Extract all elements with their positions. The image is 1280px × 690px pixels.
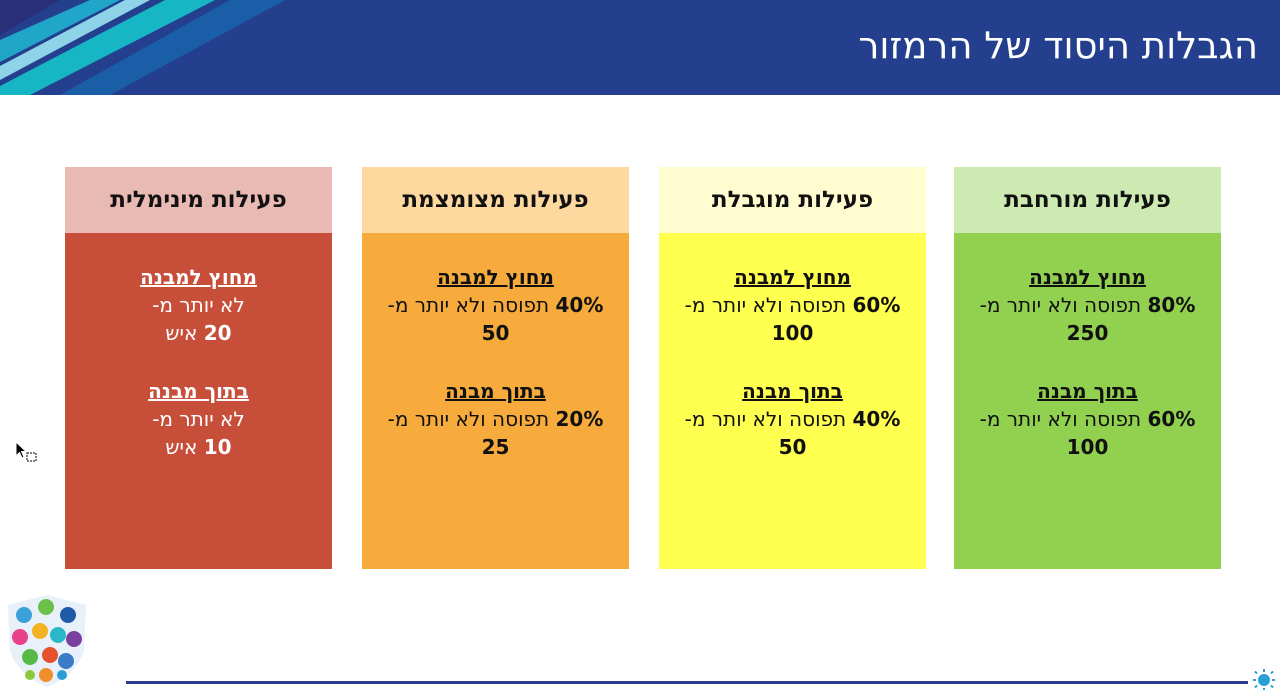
- hands-shield-logo-icon: [8, 595, 86, 687]
- footer-line: [126, 681, 1248, 684]
- section-title: בתוך מבנה: [445, 379, 546, 403]
- header-stripes-decoration: [0, 0, 285, 95]
- column-expanded-activity: פעילות מורחבת מחוץ למבנה 80% תפוסה ולא י…: [954, 167, 1221, 569]
- column-minimal-activity: פעילות מינימלית מחוץ למבנה לא יותר מ- 20…: [65, 167, 332, 569]
- occupancy-percent: 20%: [555, 407, 604, 431]
- section-title: בתוך מבנה: [1037, 379, 1138, 403]
- people-unit: איש: [165, 321, 198, 345]
- section-title: בתוך מבנה: [742, 379, 843, 403]
- column-limited-activity: פעילות מוגבלת מחוץ למבנה 60% תפוסה ולא י…: [659, 167, 926, 569]
- mouse-pointer-icon: [15, 441, 37, 462]
- limit-line: 20% תפוסה ולא יותר מ-: [362, 405, 629, 433]
- limit-text: לא יותר מ-: [152, 407, 245, 431]
- column-heading: פעילות מוגבלת: [659, 167, 926, 233]
- occupancy-percent: 80%: [1147, 293, 1196, 317]
- outside-building-section: מחוץ למבנה לא יותר מ- 20 איש: [65, 263, 332, 347]
- max-people-line: 10 איש: [65, 433, 332, 461]
- limit-text: תפוסה ולא יותר מ-: [979, 407, 1142, 431]
- outside-building-section: מחוץ למבנה 80% תפוסה ולא יותר מ- 250: [954, 263, 1221, 347]
- limit-text: תפוסה ולא יותר מ-: [387, 293, 550, 317]
- section-title: מחוץ למבנה: [140, 265, 257, 289]
- limit-text: תפוסה ולא יותר מ-: [684, 407, 847, 431]
- section-title: בתוך מבנה: [148, 379, 249, 403]
- column-heading: פעילות מצומצמת: [362, 167, 629, 233]
- max-people: 50: [481, 321, 510, 345]
- limit-line: 40% תפוסה ולא יותר מ-: [659, 405, 926, 433]
- max-people: 250: [1066, 321, 1109, 345]
- column-body: מחוץ למבנה 60% תפוסה ולא יותר מ- 100 בתו…: [659, 233, 926, 569]
- limit-text: לא יותר מ-: [152, 293, 245, 317]
- column-body: מחוץ למבנה 80% תפוסה ולא יותר מ- 250 בתו…: [954, 233, 1221, 569]
- max-people: 50: [778, 435, 807, 459]
- limit-text: תפוסה ולא יותר מ-: [979, 293, 1142, 317]
- occupancy-percent: 40%: [555, 293, 604, 317]
- max-people: 100: [1066, 435, 1109, 459]
- max-people: 25: [481, 435, 510, 459]
- column-body: מחוץ למבנה לא יותר מ- 20 איש בתוך מבנה ל…: [65, 233, 332, 569]
- section-title: מחוץ למבנה: [437, 265, 554, 289]
- column-heading: פעילות מורחבת: [954, 167, 1221, 233]
- outside-building-section: מחוץ למבנה 60% תפוסה ולא יותר מ- 100: [659, 263, 926, 347]
- occupancy-percent: 40%: [852, 407, 901, 431]
- column-reduced-activity: פעילות מצומצמת מחוץ למבנה 40% תפוסה ולא …: [362, 167, 629, 569]
- column-body: מחוץ למבנה 40% תפוסה ולא יותר מ- 50 בתוך…: [362, 233, 629, 569]
- sun-decoration-icon: [1253, 669, 1275, 690]
- limit-line: 40% תפוסה ולא יותר מ-: [362, 291, 629, 319]
- column-heading: פעילות מינימלית: [65, 167, 332, 233]
- occupancy-percent: 60%: [1147, 407, 1196, 431]
- max-people: 20: [203, 321, 232, 345]
- limit-text: תפוסה ולא יותר מ-: [684, 293, 847, 317]
- people-unit: איש: [165, 435, 198, 459]
- inside-building-section: בתוך מבנה 40% תפוסה ולא יותר מ- 50: [659, 377, 926, 461]
- limit-line: 60% תפוסה ולא יותר מ-: [954, 405, 1221, 433]
- section-title: מחוץ למבנה: [1029, 265, 1146, 289]
- max-people: 100: [771, 321, 814, 345]
- inside-building-section: בתוך מבנה 60% תפוסה ולא יותר מ- 100: [954, 377, 1221, 461]
- section-title: מחוץ למבנה: [734, 265, 851, 289]
- outside-building-section: מחוץ למבנה 40% תפוסה ולא יותר מ- 50: [362, 263, 629, 347]
- inside-building-section: בתוך מבנה לא יותר מ- 10 איש: [65, 377, 332, 461]
- limit-line: 80% תפוסה ולא יותר מ-: [954, 291, 1221, 319]
- slide-header: הגבלות היסוד של הרמזור: [0, 0, 1280, 95]
- max-people-line: 20 איש: [65, 319, 332, 347]
- limit-text: תפוסה ולא יותר מ-: [387, 407, 550, 431]
- inside-building-section: בתוך מבנה 20% תפוסה ולא יותר מ- 25: [362, 377, 629, 461]
- occupancy-percent: 60%: [852, 293, 901, 317]
- max-people: 10: [203, 435, 232, 459]
- limit-line: 60% תפוסה ולא יותר מ-: [659, 291, 926, 319]
- slide-title: הגבלות היסוד של הרמזור: [858, 24, 1258, 67]
